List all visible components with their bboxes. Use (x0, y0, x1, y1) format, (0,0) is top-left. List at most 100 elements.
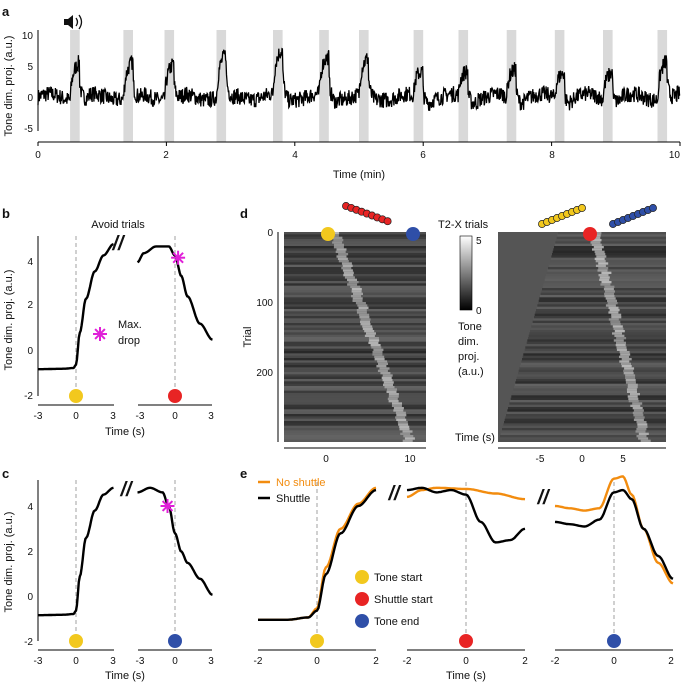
d-left-row-69 (284, 390, 426, 394)
d-left-row-71 (284, 395, 426, 398)
d-left-band-68 (387, 388, 397, 391)
d-right-band-86 (635, 430, 646, 433)
d-left-band-51 (373, 348, 384, 352)
d-right-band-18 (601, 271, 612, 275)
d-left-row-48 (284, 341, 426, 345)
d-right-band-33 (608, 306, 619, 310)
d-left-band-42 (362, 327, 373, 331)
d-right-band-29 (605, 297, 616, 300)
d-left-band-90 (402, 439, 413, 442)
d-right-band-82 (636, 421, 647, 424)
d-right-row-30 (538, 299, 666, 303)
d-left-row-3 (284, 236, 426, 240)
d-right-band-88 (636, 435, 647, 438)
d-left-row-64 (284, 379, 426, 382)
a-y-label: Tone dim. proj. (a.u.) (3, 36, 15, 137)
e-shuttle-line-1 (258, 488, 377, 621)
c-line-2 (137, 486, 213, 596)
d-left-row-32 (284, 304, 426, 307)
d-right-band-65 (625, 381, 636, 384)
d-right-band-57 (621, 362, 631, 366)
d-left-band-31 (355, 302, 366, 305)
d-right-band-6 (591, 243, 602, 247)
d-left-row-11 (284, 255, 426, 258)
d-left-band-81 (396, 418, 407, 422)
d-right-band-25 (603, 288, 614, 291)
d-right-row-70 (512, 393, 666, 396)
d-left-band-20 (344, 276, 355, 279)
d-right-band-77 (633, 409, 644, 412)
d-left-band-71 (388, 395, 399, 398)
d-left-row-65 (284, 381, 426, 384)
d-right-row-72 (510, 397, 666, 401)
d-right-band-61 (623, 372, 634, 375)
d-xtick-l-0: 0 (323, 454, 329, 465)
d-right-row-4 (556, 239, 666, 242)
d-left-band-33 (358, 306, 369, 310)
d-cb-tick-5: 5 (476, 236, 482, 247)
d-right-band-90 (640, 439, 651, 442)
e-xtick-1b: 0 (314, 656, 320, 667)
d-right-band-26 (605, 290, 615, 293)
d-right-band-42 (613, 327, 624, 331)
d-left-row-85 (284, 428, 426, 431)
d-right-band-75 (630, 404, 641, 408)
b-line-1 (38, 242, 114, 371)
d-left-row-75 (284, 404, 426, 408)
d-right-row-80 (505, 416, 666, 419)
d-left-band-10 (338, 253, 349, 256)
d-left-row-46 (284, 337, 426, 340)
d-right-row-13 (550, 260, 666, 263)
d-left-band-29 (352, 297, 363, 300)
d-right-band-66 (627, 383, 638, 387)
d-left-band-43 (364, 330, 375, 333)
d-right-band-45 (614, 334, 625, 338)
d-right-row-77 (507, 409, 666, 412)
panel-letter-a: a (2, 4, 10, 19)
a-tone-period-7 (359, 30, 369, 142)
d-right-row-82 (504, 421, 666, 424)
d-left-row-76 (284, 407, 426, 410)
b-xtick-r-neg3: -3 (136, 411, 145, 422)
d-right-row-73 (510, 400, 666, 403)
d-left-row-49 (284, 344, 426, 347)
d-left-band-70 (388, 393, 399, 396)
d-right-row-56 (521, 360, 666, 363)
d-left-band-89 (404, 437, 415, 440)
d-right-row-86 (501, 430, 666, 433)
d-right-band-73 (628, 400, 639, 403)
a-trace-line (37, 47, 681, 111)
d-right-band-87 (638, 432, 649, 436)
c-xtick-r-neg3: -3 (136, 656, 145, 667)
a-tone-period-2 (123, 30, 133, 142)
d-right-row-15 (548, 264, 666, 268)
d-left-band-56 (377, 360, 388, 363)
d-right-band-7 (593, 246, 604, 249)
a-tone-period-13 (657, 30, 668, 142)
d-left-row-52 (284, 351, 426, 354)
d-right-row-69 (512, 390, 666, 394)
a-xtick-6: 6 (420, 150, 426, 161)
b-title: Avoid trials (91, 219, 145, 231)
d-bead-yellow-9 (578, 204, 586, 212)
e-shuttle-line-2 (406, 486, 526, 544)
d-right-row-83 (503, 423, 666, 426)
d-left-row-80 (284, 416, 426, 419)
d-right-band-63 (625, 376, 636, 380)
d-right-band-5 (590, 241, 601, 244)
d-right-band-20 (599, 276, 610, 279)
d-left-row-61 (284, 372, 426, 375)
d-left-band-28 (351, 295, 362, 298)
d-right-band-67 (627, 386, 638, 389)
d-left-row-16 (284, 267, 426, 270)
b-ytick-4: 4 (27, 257, 33, 268)
d-left-row-77 (284, 409, 426, 412)
d-right-row-1 (558, 232, 666, 235)
d-left-band-41 (362, 325, 373, 328)
panel-b: Avoid trials // Max. drop 4 2 0 -2 -3 0 … (3, 219, 214, 438)
d-right-row-52 (524, 351, 666, 354)
d-left-row-55 (284, 358, 426, 361)
c-break-mark: // (119, 479, 134, 501)
a-tone-period-1 (70, 30, 80, 142)
a-ytick-0: 0 (27, 93, 33, 104)
